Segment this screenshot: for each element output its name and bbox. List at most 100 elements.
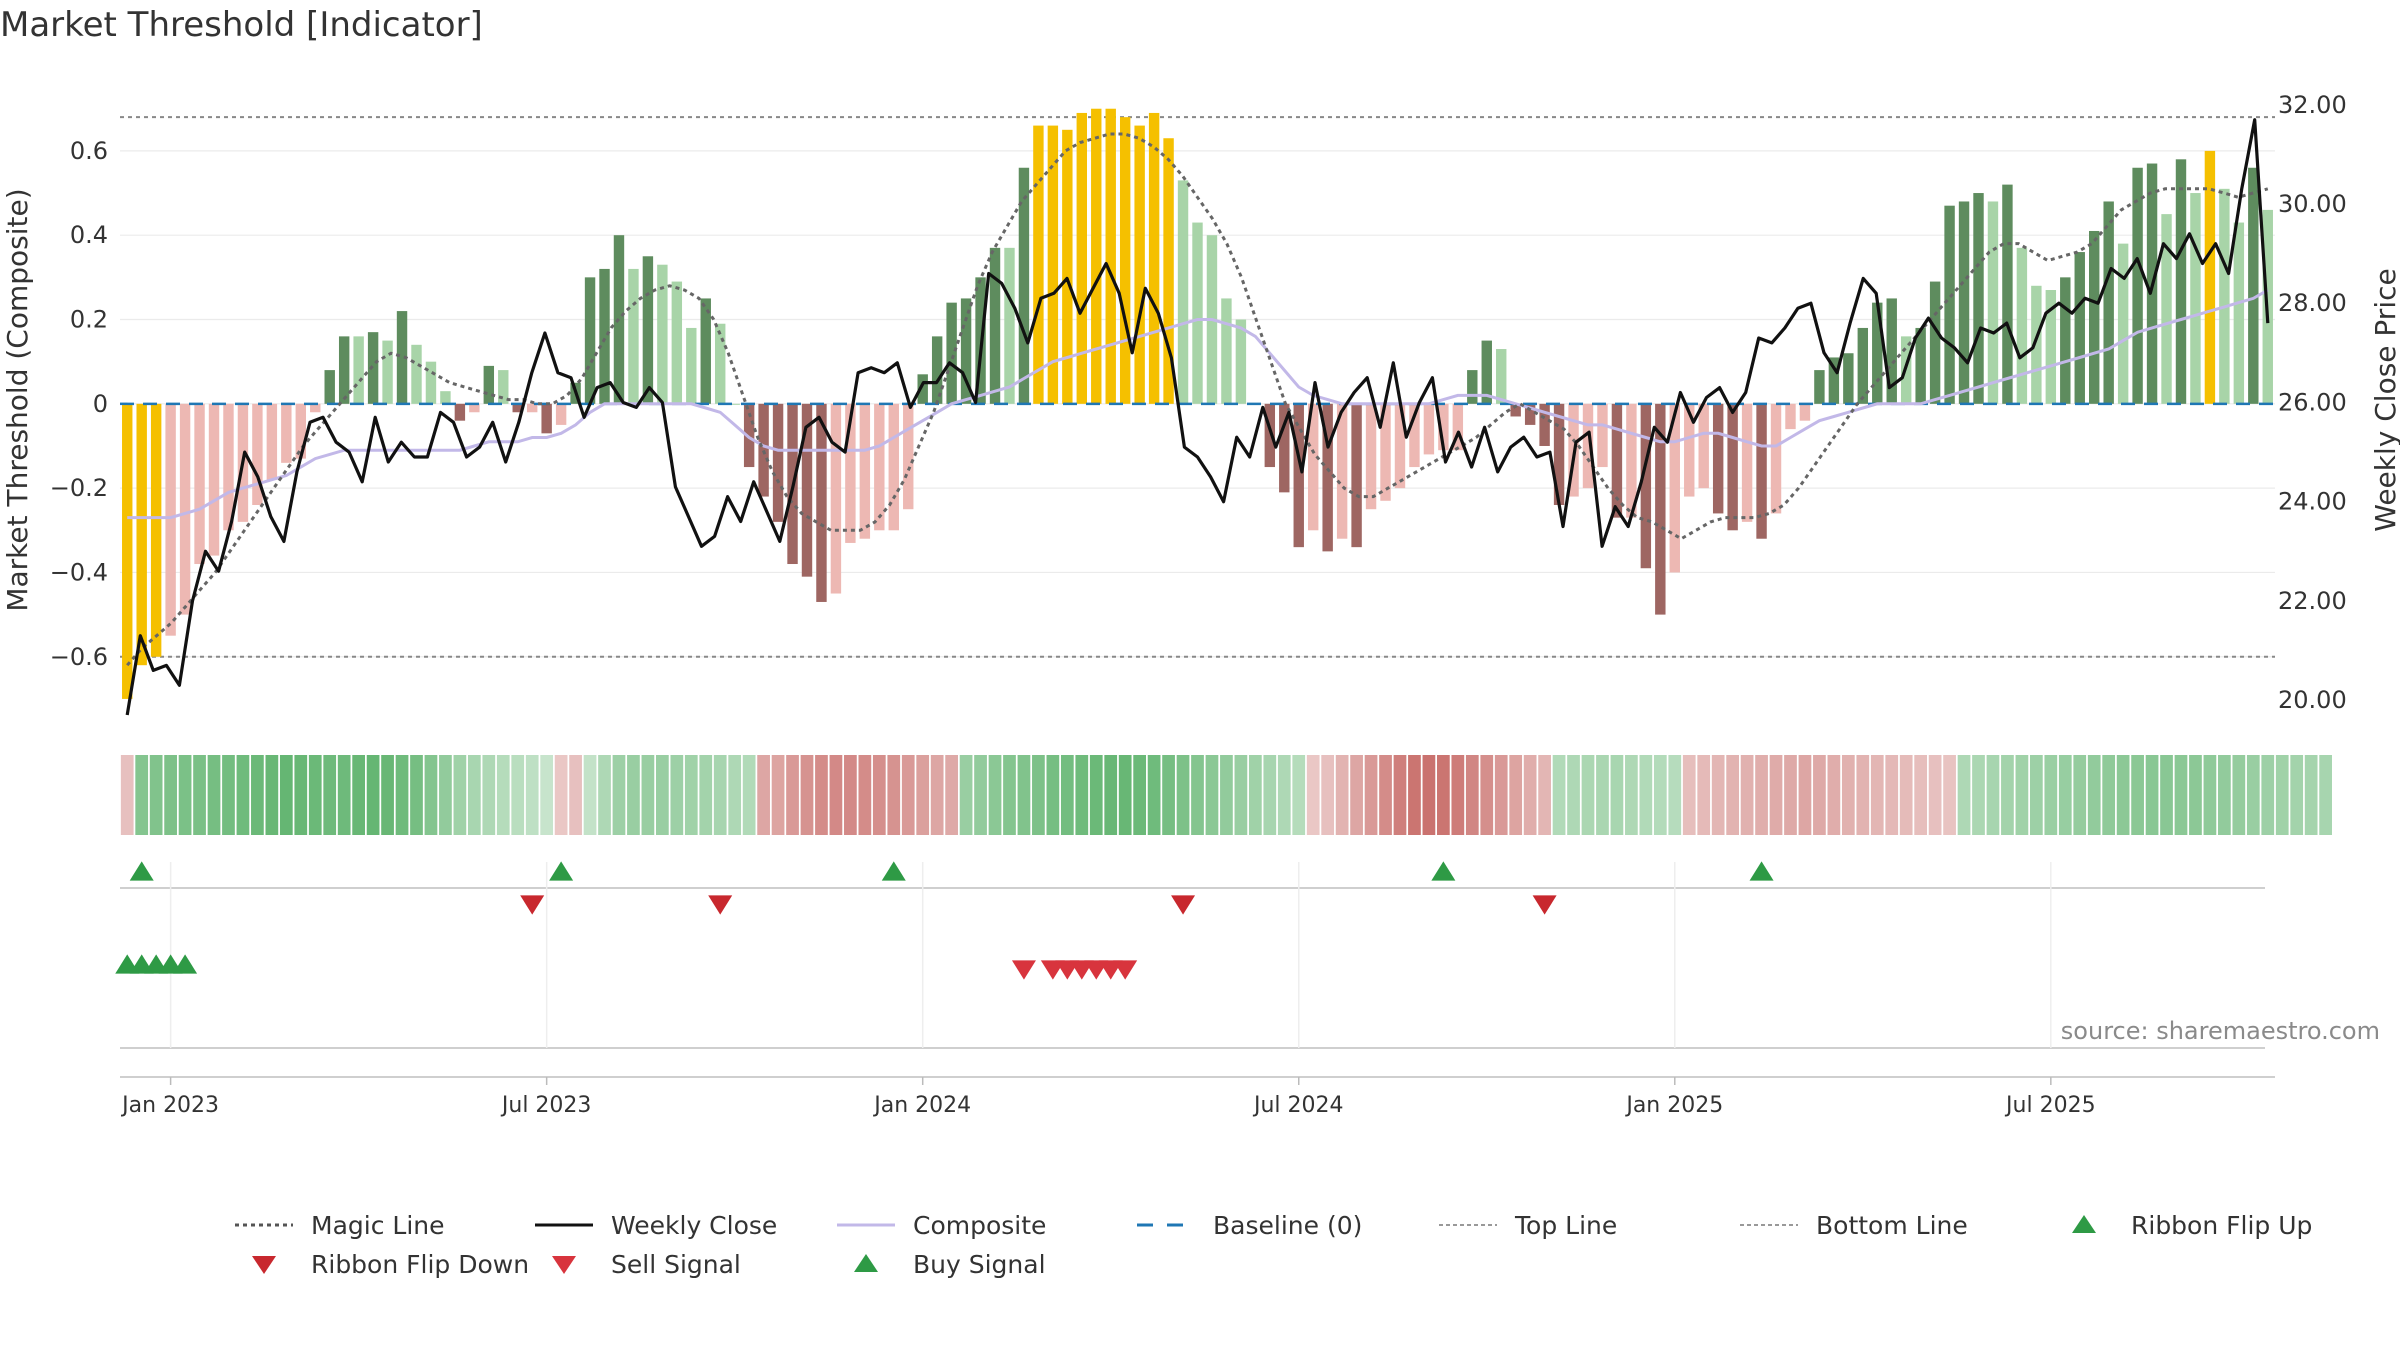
ribbon-cell [1943,755,1956,835]
ribbon-cell [641,755,655,835]
legend-swatch [252,1256,276,1274]
composite-bar [1409,403,1420,468]
ribbon-cell [1220,755,1233,835]
ribbon-cell [858,755,872,835]
y-tick-label: 0 [93,390,108,418]
ribbon-cell [366,755,380,835]
composite-bar [917,374,928,404]
composite-bar [353,336,364,404]
ribbon-cell [598,755,611,835]
composite-bar [2045,290,2057,404]
threshold-lines [120,116,2275,658]
composite-bar [657,264,668,404]
composite-bar [1785,403,1796,430]
composite-bar [2103,201,2114,404]
ribbon-cell [1234,755,1248,835]
composite-bar [150,403,162,657]
x-tick-label: Jan 2023 [120,1093,219,1118]
ribbon-flip-up-marker [549,861,574,881]
composite-bar [772,403,784,522]
ribbon-cell [1726,755,1739,835]
sell-signal-marker [1113,960,1138,980]
ribbon-cell [294,755,308,835]
ribbon-cell [1870,755,1884,835]
composite-bar [2190,193,2201,404]
x-tick-label: Jul 2024 [1252,1093,1344,1118]
ribbon-cell [786,755,799,835]
ribbon-cell [135,755,149,835]
composite-bar [2016,247,2028,404]
composite-bar [223,403,234,531]
composite-bar [440,391,451,404]
ribbon-cell [1451,755,1465,835]
y-tick-label: −0.6 [50,643,108,671]
composite-bar [469,403,480,413]
legend-label: Baseline (0) [1213,1211,1362,1240]
composite-bar [2204,150,2216,404]
ribbon-cell [251,755,264,835]
y2-tick-label: 24.00 [2278,488,2347,516]
ribbon-cell [1422,755,1436,835]
y2-tick-label: 32.00 [2278,91,2347,119]
composite-bar [1452,403,1464,451]
composite-bar [526,403,538,413]
composite-bar [2117,243,2129,404]
ribbon-cell [887,755,901,835]
composite-bar [2233,222,2245,404]
ribbon-cell [844,755,857,835]
composite-bar [830,403,842,594]
composite-bar [1467,370,1478,404]
ribbon-cell [352,755,366,835]
composite-bar [324,370,335,404]
ribbon-cell [1364,755,1378,835]
ribbon-cell [1697,755,1711,835]
composite-bar [425,361,437,404]
composite-bar [2074,252,2085,404]
composite-bar [1770,403,1782,514]
composite-bar [1496,349,1507,404]
ribbon-cell [1075,755,1089,835]
ribbon-cell [2131,755,2144,835]
ribbon-cell [525,755,539,835]
composite-bar [1886,298,1897,404]
composite-bar [338,336,350,404]
ribbon-strip [120,755,2332,835]
composite-bar [1741,403,1753,522]
composite-bar [715,323,726,404]
composite-bar [382,340,393,404]
ribbon-cell [1248,755,1262,835]
ribbon-cell [1350,755,1363,835]
composite-bar [2002,184,2013,404]
composite-bar [1655,403,1666,615]
ribbon-flip-up-marker [129,861,154,881]
composite-bar [1264,403,1276,468]
legend-swatch [854,1254,878,1272]
ribbon-cell [1494,755,1508,835]
composite-bar [1018,167,1030,404]
ribbon-cell [1321,755,1335,835]
legend-swatch [2072,1215,2096,1233]
ribbon-flip-up-marker [1431,861,1456,881]
x-tick-label: Jan 2025 [1624,1093,1723,1118]
x-tick-label: Jan 2024 [872,1093,971,1118]
ribbon-cell [1769,755,1783,835]
composite-bar [122,403,133,699]
ribbon-cell [1191,755,1204,835]
left-axis-ticks: 0.6 0.4 0.2 0 −0.2 −0.4 −0.6 [50,137,108,671]
ribbon-cell [149,755,163,835]
ribbon-cell [1784,755,1797,835]
ribbon-cell [945,755,958,835]
composite-bar [2219,188,2230,404]
ribbon-cell [1827,755,1841,835]
composite-bar [584,277,596,404]
ribbon-cell [1480,755,1494,835]
ribbon-cell [1538,755,1551,835]
composite-bar [1365,403,1377,510]
ribbon-cell [540,755,554,835]
composite-bar [686,327,697,404]
composite-bar [1987,201,1999,404]
ribbon-cell [2058,755,2072,835]
legend-label: Buy Signal [913,1250,1046,1279]
composite-bar [1148,112,1160,404]
ribbon-cell [1465,755,1479,835]
